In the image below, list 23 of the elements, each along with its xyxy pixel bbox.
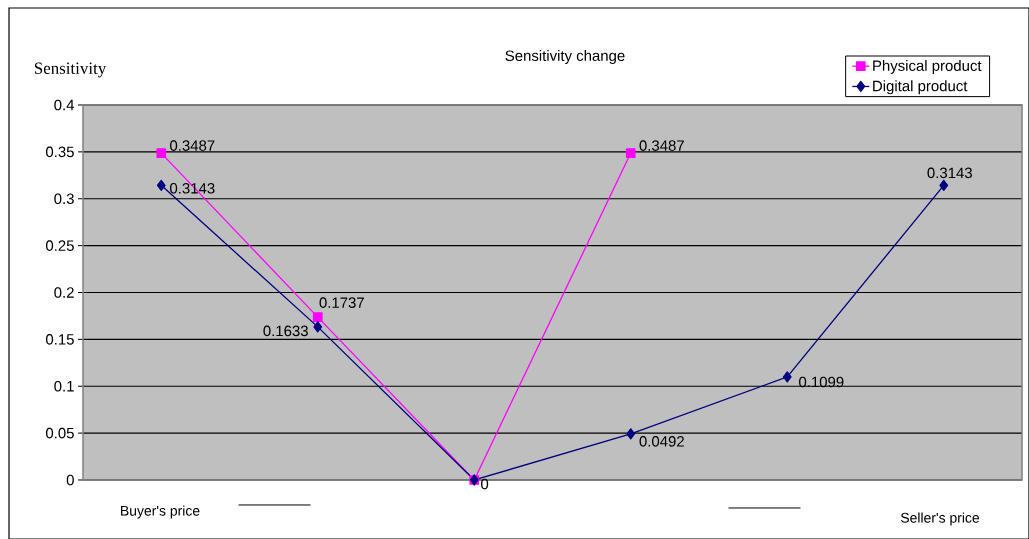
y-tick-label: 0.4: [54, 99, 75, 111]
y-tick-label: 0.35: [45, 146, 74, 158]
data-label: 0.0492: [639, 436, 684, 447]
y-tick-label: 0.3: [54, 193, 74, 205]
y-tick-label: 0.15: [45, 334, 74, 345]
data-label: 0.3487: [170, 140, 215, 151]
data-label: 0.1099: [799, 376, 844, 388]
y-tick-label: 0.2: [54, 287, 74, 298]
y-tick-label: 0.1: [54, 380, 74, 392]
y-tick-label: 0.25: [45, 240, 74, 251]
data-label: 0.3487: [639, 140, 684, 151]
legend-label: Physical product: [873, 60, 982, 74]
y-axis-title: Sensitivity: [34, 62, 107, 78]
data-label: 0.1633: [263, 325, 308, 337]
text: Seller's price: [900, 512, 980, 526]
chart-title: Sensitivity change: [505, 50, 625, 64]
text: Buyer's price: [121, 505, 200, 519]
y-tick-label: 0.05: [45, 427, 74, 439]
data-label: 0.3143: [927, 167, 972, 179]
data-label: 0: [481, 478, 489, 490]
y-tick-label: 0: [66, 474, 74, 486]
legend-label: Digital product: [873, 80, 968, 95]
data-label: 0.1737: [319, 297, 364, 308]
